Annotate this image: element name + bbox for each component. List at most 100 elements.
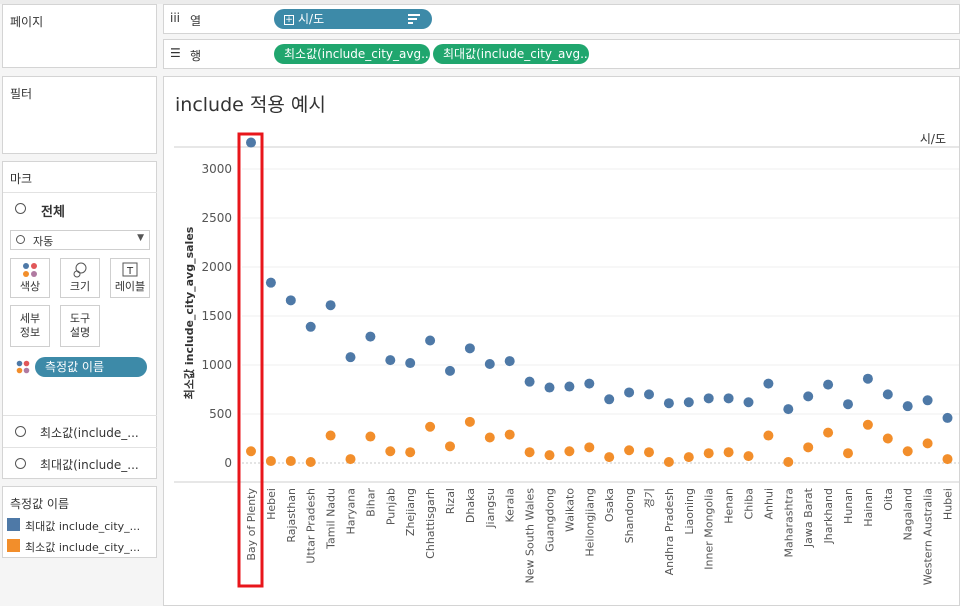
data-point-min[interactable] [803, 442, 814, 453]
data-point-max[interactable] [862, 373, 873, 384]
x-tick-label[interactable]: Hunan [842, 488, 855, 524]
data-point-max[interactable] [783, 404, 794, 415]
data-point-min[interactable] [783, 457, 794, 468]
data-point-min[interactable] [942, 454, 953, 465]
x-tick-label[interactable]: Punjab [384, 488, 397, 525]
data-point-min[interactable] [624, 445, 635, 456]
measure-names-pill[interactable]: 측정값 이름 [35, 357, 147, 377]
x-tick-label[interactable]: Hebei [265, 488, 278, 520]
x-tick-label[interactable]: Dhaka [464, 488, 477, 523]
data-point-min[interactable] [604, 452, 615, 463]
data-point-min[interactable] [405, 447, 416, 458]
x-tick-label[interactable]: New South Wales [524, 488, 537, 584]
mark-type-select[interactable]: 자동 ▼ [10, 230, 150, 250]
x-tick-label[interactable]: Nagaland [902, 488, 915, 540]
data-point-max[interactable] [683, 397, 694, 408]
data-point-max[interactable] [484, 359, 495, 370]
data-point-min[interactable] [544, 450, 555, 461]
x-tick-label[interactable]: Jharkhand [822, 488, 835, 545]
data-point-max[interactable] [703, 393, 714, 404]
x-tick-label[interactable]: Kerala [504, 488, 517, 523]
marks-all-radio[interactable] [15, 203, 26, 214]
x-tick-label[interactable]: Bihar [364, 488, 377, 517]
x-tick-label[interactable]: Uttar Pradesh [305, 488, 318, 564]
data-point-max[interactable] [663, 398, 674, 409]
x-tick-label[interactable]: Rizal [444, 488, 457, 514]
marks-max-row[interactable]: 최대값(include_... [3, 447, 157, 479]
x-tick-label[interactable]: Heilongjiang [583, 488, 596, 557]
x-tick-label[interactable]: Guangdong [544, 488, 557, 552]
marks-min-row[interactable]: 최소값(include_... [3, 415, 157, 447]
data-point-min[interactable] [763, 430, 774, 441]
data-point-min[interactable] [285, 456, 296, 467]
data-point-max[interactable] [624, 387, 635, 398]
x-tick-label[interactable]: Osaka [603, 488, 616, 522]
data-point-min[interactable] [644, 447, 654, 458]
x-tick-label[interactable]: Haryana [345, 488, 358, 535]
data-point-min[interactable] [325, 430, 336, 441]
x-tick-label[interactable]: Shandong [623, 488, 636, 543]
x-tick-label[interactable]: Andhra Pradesh [663, 488, 676, 575]
data-point-min[interactable] [524, 447, 535, 458]
data-point-min[interactable] [385, 446, 396, 457]
data-point-max[interactable] [763, 378, 774, 389]
rows-pill-max[interactable]: 최대값(include_city_avg... [433, 44, 589, 64]
label-button[interactable]: T 레이블 [110, 258, 150, 298]
x-tick-label[interactable]: Jawa Barat [802, 487, 815, 548]
x-tick-label[interactable]: Tamil Nadu [325, 488, 338, 550]
marks-all-row[interactable]: 전체 [3, 192, 157, 224]
data-point-max[interactable] [584, 378, 595, 389]
data-point-max[interactable] [544, 382, 555, 393]
x-tick-label[interactable]: Bay of Plenty [245, 488, 258, 561]
data-point-min[interactable] [922, 438, 933, 449]
data-point-max[interactable] [882, 389, 893, 400]
data-point-max[interactable] [644, 389, 654, 400]
data-point-max[interactable] [564, 381, 575, 392]
data-point-max[interactable] [803, 391, 814, 402]
x-tick-label[interactable]: Anhui [762, 488, 775, 520]
data-point-max[interactable] [425, 335, 436, 346]
x-tick-label[interactable]: Liaoning [683, 488, 696, 535]
x-tick-label[interactable]: Zhejiang [404, 488, 417, 536]
legend-swatch-max[interactable] [7, 518, 20, 531]
data-point-max[interactable] [843, 399, 853, 410]
columns-pill-city[interactable]: + 시/도 [274, 9, 432, 29]
data-point-min[interactable] [843, 448, 853, 459]
data-point-max[interactable] [723, 393, 734, 404]
data-point-max[interactable] [504, 356, 515, 367]
data-point-max[interactable] [405, 358, 416, 369]
data-point-min[interactable] [246, 446, 256, 457]
size-button[interactable]: 크기 [60, 258, 100, 298]
data-point-max[interactable] [345, 352, 356, 363]
x-tick-label[interactable]: Inner Mongolia [703, 488, 716, 570]
tooltip-button[interactable]: 도구 설명 [60, 305, 100, 347]
data-point-min[interactable] [743, 451, 754, 462]
legend-item-min[interactable]: 최소값 include_city_... [25, 541, 141, 554]
data-point-max[interactable] [365, 331, 376, 342]
x-tick-label[interactable]: Chhattisgarh [424, 488, 437, 559]
x-tick-label[interactable]: Waikato [563, 488, 576, 532]
marks-max-radio[interactable] [15, 458, 26, 469]
data-point-min[interactable] [345, 454, 356, 465]
data-point-min[interactable] [425, 421, 436, 432]
x-tick-label[interactable]: Henan [723, 488, 736, 524]
data-point-max[interactable] [325, 300, 336, 311]
data-point-max[interactable] [823, 379, 834, 390]
data-point-min[interactable] [882, 433, 893, 444]
data-point-min[interactable] [484, 432, 495, 443]
data-point-min[interactable] [464, 416, 475, 427]
data-point-max[interactable] [942, 412, 953, 423]
data-point-min[interactable] [902, 446, 913, 457]
data-point-max[interactable] [743, 397, 754, 408]
x-tick-label[interactable]: Chiba [743, 488, 756, 519]
data-point-min[interactable] [703, 448, 714, 459]
detail-button[interactable]: 세부 정보 [10, 305, 50, 347]
data-point-min[interactable] [723, 447, 734, 458]
data-point-max[interactable] [922, 395, 933, 406]
rows-pill-min[interactable]: 최소값(include_city_avg... [274, 44, 430, 64]
data-point-max[interactable] [464, 343, 475, 354]
x-tick-label[interactable]: 경기 [643, 488, 656, 508]
x-tick-label[interactable]: Western Australia [922, 488, 935, 585]
x-tick-label[interactable]: Hubei [942, 488, 955, 520]
scatter-chart[interactable]: 시/도 0 500 1000 1500 2000 2500 3000 최소값 include… [164, 77, 960, 606]
